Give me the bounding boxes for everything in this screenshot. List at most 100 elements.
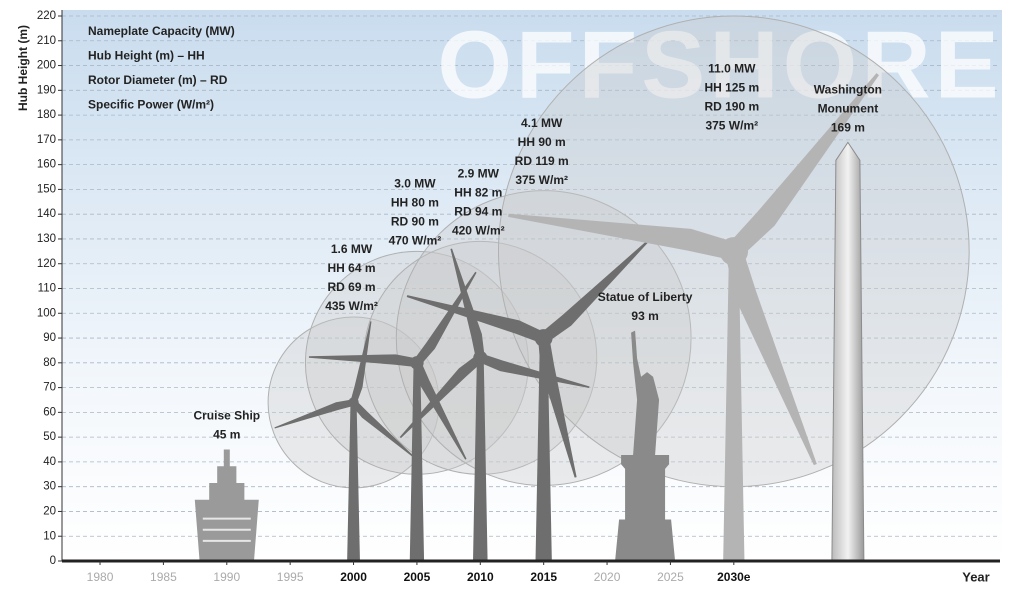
y-tick-label: 150 — [37, 183, 56, 195]
statue — [615, 330, 676, 561]
blade — [726, 73, 879, 258]
rotor — [274, 321, 416, 459]
rotor — [308, 271, 477, 460]
rotor — [508, 73, 879, 466]
x-tick-label: 2000 — [340, 570, 367, 584]
y-tick-label: 220 — [37, 10, 56, 22]
obelisk — [831, 141, 865, 562]
y-tick-label: 50 — [43, 431, 56, 443]
blade — [538, 336, 577, 478]
x-tick-label: 2010 — [467, 570, 494, 584]
tower — [473, 357, 488, 561]
y-tick-label: 90 — [43, 332, 56, 344]
turbine-label: 2.9 MW — [458, 167, 500, 181]
blade — [308, 354, 418, 368]
turbine-label: 3.0 MW — [394, 177, 436, 191]
y-tick-label: 80 — [43, 357, 56, 369]
y-tick-label: 0 — [50, 555, 56, 567]
blade — [399, 354, 484, 439]
blade — [508, 213, 736, 261]
blade — [725, 248, 817, 466]
y-tick-label: 170 — [37, 134, 56, 146]
y-tick-label: 210 — [37, 35, 56, 47]
blade — [450, 248, 485, 360]
landmark-height: 45 m — [213, 428, 240, 442]
landmark-name: Washington — [814, 83, 882, 97]
landmark-name: Monument — [818, 102, 879, 116]
hub — [410, 356, 424, 370]
landmark-name: Cruise Ship — [193, 409, 260, 423]
blade — [406, 295, 546, 344]
legend-item: Hub Height (m) – HH — [88, 49, 205, 63]
blade — [539, 239, 650, 343]
x-tick-label: 2020 — [594, 570, 621, 584]
x-axis-title: Year — [962, 569, 989, 584]
tower — [347, 402, 360, 561]
turbine-label: HH 125 m — [704, 81, 759, 95]
tower — [409, 362, 425, 561]
legend-item: Rotor Diameter (m) – RD — [88, 73, 228, 87]
turbine-label: HH 90 m — [518, 135, 566, 149]
rotor — [399, 248, 590, 439]
landmark-name: Statue of Liberty — [598, 290, 693, 304]
landmark-height: 169 m — [831, 121, 865, 135]
turbine-label: HH 80 m — [391, 196, 439, 210]
legend: Nameplate Capacity (MW) Hub Height (m) – … — [88, 24, 235, 112]
x-tick-label: 2005 — [404, 570, 431, 584]
x-tick-label: 1990 — [213, 570, 240, 584]
scene: 1.6 MW HH 64 m RD 69 m 435 W/m² 3.0 MW HH 80 … — [193, 15, 970, 562]
turbine-label: RD 90 m — [391, 215, 439, 229]
turbine-label: HH 82 m — [454, 186, 502, 200]
x-tick-label: 2030e — [717, 570, 751, 584]
turbine-label: HH 64 m — [328, 261, 376, 275]
x-tick-label: 1995 — [277, 570, 304, 584]
blade — [479, 353, 590, 389]
turbine-label: 435 W/m² — [325, 299, 378, 313]
turbine-bodies — [274, 73, 879, 561]
y-tick-label: 120 — [37, 258, 56, 270]
watermark: OFFSHORE — [437, 11, 1002, 118]
turbine-label: RD 190 m — [704, 100, 759, 114]
turbine-label: 470 W/m² — [389, 234, 442, 248]
y-tick-label: 20 — [43, 505, 56, 517]
y-tick-label: 160 — [37, 159, 56, 171]
y-tick-label: 60 — [43, 406, 56, 418]
y-tick-label: 180 — [37, 109, 56, 121]
turbine-label: RD 119 m — [515, 154, 569, 168]
turbine-label: 375 W/m² — [515, 173, 568, 187]
x-tick-label: 1985 — [150, 570, 177, 584]
blade — [350, 321, 372, 404]
y-tick-label: 70 — [43, 382, 56, 394]
hub — [534, 329, 553, 347]
x-tick-label: 1980 — [87, 570, 114, 584]
y-tick-label: 110 — [38, 283, 56, 295]
turbine-label: RD 69 m — [328, 280, 376, 294]
legend-item: Specific Power (W/m²) — [88, 98, 214, 112]
turbine-label: 1.6 MW — [331, 242, 373, 256]
hub — [348, 397, 359, 408]
blade — [351, 400, 416, 459]
rotor — [406, 239, 650, 478]
y-tick-label: 140 — [37, 208, 56, 220]
legend-item: Nameplate Capacity (MW) — [88, 24, 235, 38]
tower — [723, 251, 745, 561]
y-tick-label: 200 — [37, 60, 56, 72]
y-tick-label: 10 — [43, 530, 56, 542]
x-tick-label: 2025 — [657, 570, 684, 584]
y-tick-label: 30 — [43, 481, 56, 493]
turbine-label: 375 W/m² — [705, 119, 758, 133]
turbine-label: 11.0 MW — [708, 62, 756, 76]
landmark-height: 93 m — [631, 309, 658, 323]
blade — [413, 360, 467, 460]
blade — [274, 399, 355, 429]
y-tick-label: 130 — [37, 233, 56, 245]
grid — [62, 15, 1000, 537]
blade — [413, 271, 477, 366]
x-tick-label: 2015 — [530, 570, 557, 584]
y-axis-title: Hub Height (m) — [16, 25, 30, 111]
ship — [194, 449, 259, 561]
y-tick-label: 100 — [37, 307, 56, 319]
y-tick-label: 40 — [43, 456, 56, 468]
